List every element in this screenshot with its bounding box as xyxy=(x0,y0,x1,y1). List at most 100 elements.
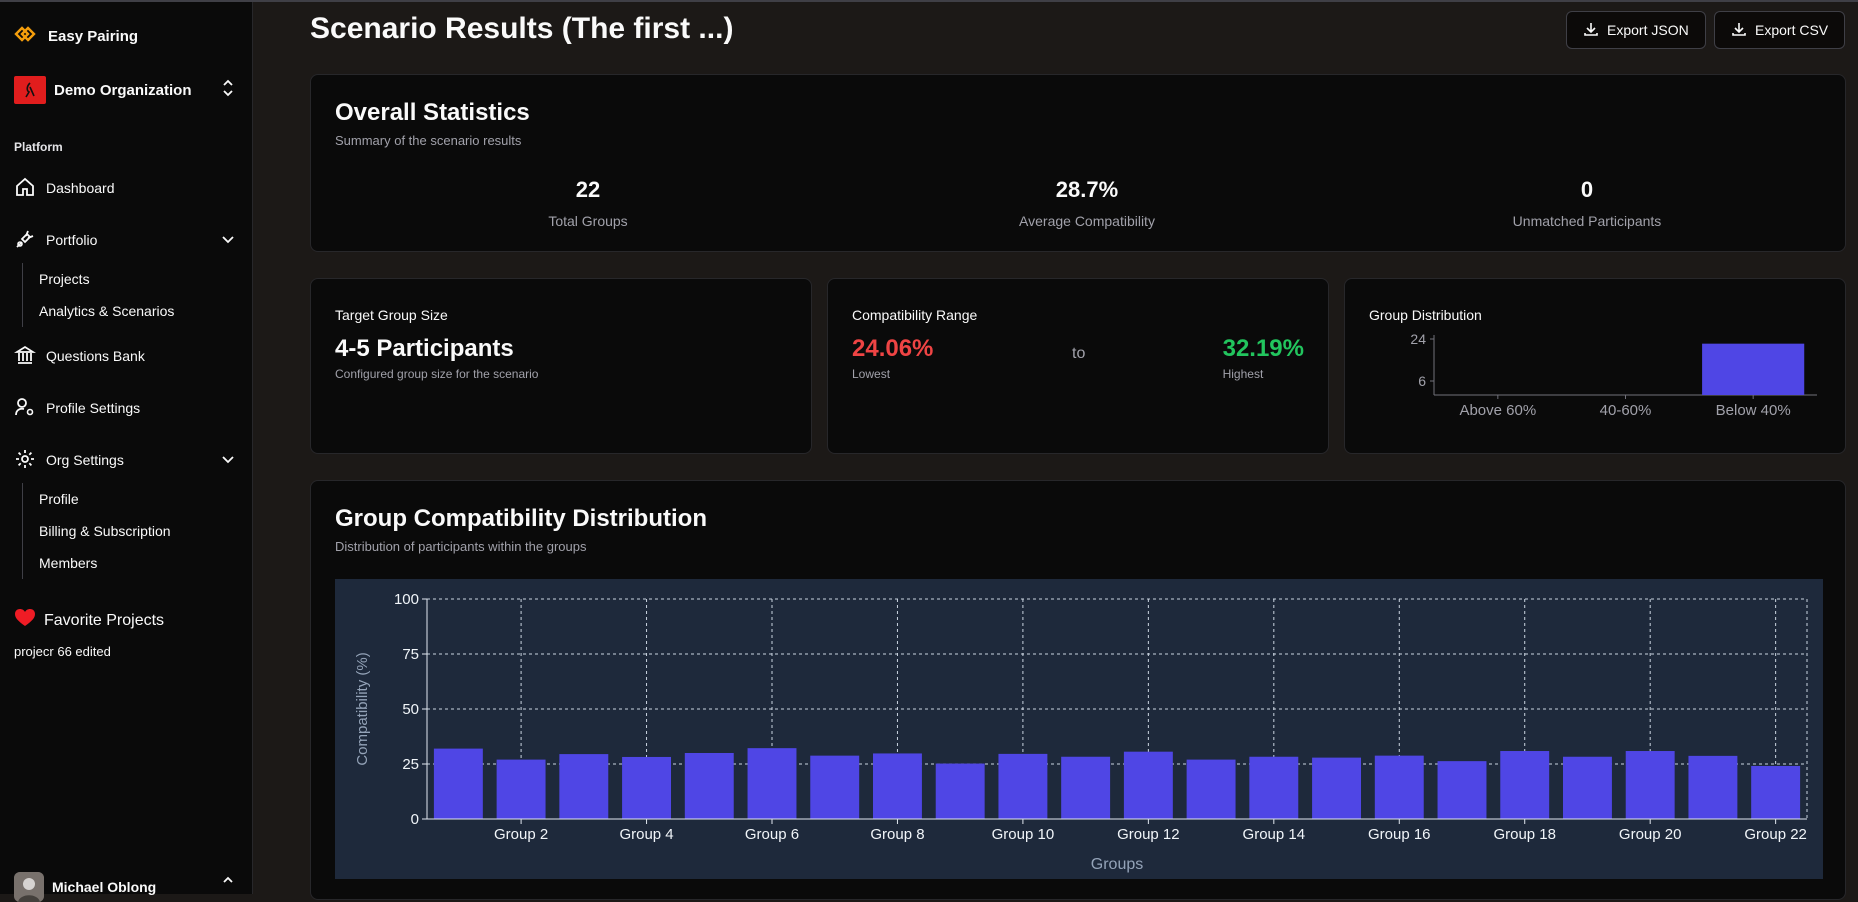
group-bar[interactable] xyxy=(622,756,672,819)
compatibility-range-card: Compatibility Range 24.06% Lowest to 32.… xyxy=(827,278,1329,454)
group-bar[interactable] xyxy=(559,754,609,819)
export-csv-label: Export CSV xyxy=(1755,22,1829,38)
org-logo xyxy=(14,76,46,104)
x-tick-label: Group 10 xyxy=(992,826,1055,843)
group-bar[interactable] xyxy=(935,763,985,819)
org-switcher[interactable]: Demo Organization xyxy=(14,76,236,104)
favorite-projects-header: Favorite Projects xyxy=(14,608,164,633)
x-axis-label: Groups xyxy=(1091,856,1143,873)
group-distribution-title: Group Distribution xyxy=(1369,307,1482,323)
lowest-value: 24.06% xyxy=(852,335,934,362)
sidebar-item-label: Dashboard xyxy=(46,180,115,196)
target-group-size-title: Target Group Size xyxy=(335,307,448,323)
distribution-bar xyxy=(1702,343,1805,395)
y-tick-label: 75 xyxy=(402,646,419,663)
stat-total-groups: 22 Total Groups xyxy=(438,177,738,229)
org-settings-submenu: Profile Billing & Subscription Members xyxy=(22,483,171,579)
stat-label: Total Groups xyxy=(548,213,628,229)
y-tick-label: 50 xyxy=(402,701,419,718)
favorite-project-item[interactable]: projecr 66 edited xyxy=(14,644,111,659)
group-bar[interactable] xyxy=(1751,765,1801,819)
stat-average-compatibility: 28.7% Average Compatibility xyxy=(937,177,1237,229)
highest-value: 32.19% xyxy=(1222,335,1304,362)
x-tick-label: Group 18 xyxy=(1493,826,1556,843)
y-tick-label: 25 xyxy=(402,756,419,773)
group-bar[interactable] xyxy=(810,755,860,819)
group-distribution-card: Group Distribution 24 6 Above 60% 40-60% Bel… xyxy=(1344,278,1846,454)
stat-value: 0 xyxy=(1580,177,1594,202)
range-highest: 32.19% Highest xyxy=(1223,335,1304,381)
sidebar-item-members[interactable]: Members xyxy=(39,555,98,571)
group-bar[interactable] xyxy=(1249,756,1299,819)
group-bar[interactable] xyxy=(1562,756,1612,819)
x-tick-label: Group 20 xyxy=(1619,826,1682,843)
target-group-size-card: Target Group Size 4-5 Participants Confi… xyxy=(310,278,812,454)
download-icon xyxy=(1583,21,1599,40)
sidebar-item-questions-bank[interactable]: Questions Bank xyxy=(13,342,236,370)
chevrons-up-down-icon xyxy=(220,78,236,103)
user-menu[interactable]: Michael Oblong xyxy=(14,872,236,902)
x-tick-label: Group 6 xyxy=(745,826,799,843)
stat-label: Unmatched Participants xyxy=(1512,213,1662,229)
group-bar[interactable] xyxy=(684,753,734,819)
x-tick-label: Group 14 xyxy=(1243,826,1306,843)
group-bar[interactable] xyxy=(433,748,483,819)
section-label-platform: Platform xyxy=(14,140,63,154)
x-tick-label: Group 16 xyxy=(1368,826,1431,843)
sidebar-item-billing[interactable]: Billing & Subscription xyxy=(39,523,171,539)
gear-icon xyxy=(14,448,36,473)
range-to-label: to xyxy=(1072,345,1086,362)
highest-label: Highest xyxy=(1222,367,1264,381)
chevron-down-icon xyxy=(220,231,236,250)
export-csv-button[interactable]: Export CSV xyxy=(1714,11,1846,49)
group-bar[interactable] xyxy=(496,759,546,819)
compatibility-range-title: Compatibility Range xyxy=(852,307,978,323)
target-group-size-note: Configured group size for the scenario xyxy=(335,367,539,381)
group-bar[interactable] xyxy=(1688,755,1738,819)
top-border xyxy=(0,0,1858,2)
stat-value: 22 xyxy=(575,177,601,202)
stat-label: Average Compatibility xyxy=(1019,213,1155,229)
chart-background xyxy=(335,579,1823,879)
group-bar[interactable] xyxy=(747,748,797,819)
group-bar[interactable] xyxy=(1312,757,1362,819)
overall-statistics-card: Overall Statistics Summary of the scenar… xyxy=(310,74,1846,252)
x-tick-label: 40-60% xyxy=(1600,402,1652,419)
sidebar-item-dashboard[interactable]: Dashboard xyxy=(14,174,236,202)
sidebar-item-label: Portfolio xyxy=(46,232,98,248)
sidebar-item-profile-settings[interactable]: Profile Settings xyxy=(14,394,236,422)
group-bar[interactable] xyxy=(1500,751,1550,819)
x-tick-label: Below 40% xyxy=(1716,402,1791,419)
target-group-size-value: 4-5 Participants xyxy=(335,335,514,362)
sidebar-item-projects[interactable]: Projects xyxy=(39,271,90,287)
group-bar[interactable] xyxy=(872,753,922,819)
range-lowest: 24.06% Lowest xyxy=(852,335,933,381)
stat-value: 28.7% xyxy=(1055,177,1119,202)
export-json-button[interactable]: Export JSON xyxy=(1566,11,1706,49)
y-axis-label: Compatibility (%) xyxy=(354,652,371,765)
group-bar[interactable] xyxy=(1625,751,1675,819)
group-bar[interactable] xyxy=(1123,751,1173,819)
x-tick-label: Above 60% xyxy=(1459,402,1536,419)
download-icon xyxy=(1731,21,1747,40)
sidebar-item-portfolio[interactable]: Portfolio xyxy=(14,226,236,254)
group-bar[interactable] xyxy=(1186,759,1236,819)
group-bar[interactable] xyxy=(998,753,1048,819)
brand-name: Easy Pairing xyxy=(48,28,139,45)
group-bar[interactable] xyxy=(1374,755,1424,819)
group-compatibility-chart: 0 25 50 75 100 Group 2 Group 4 Group 6 Group 8 Gr… xyxy=(335,579,1823,879)
y-tick-label: 24 xyxy=(1410,331,1426,347)
group-bar[interactable] xyxy=(1061,756,1111,819)
sidebar-item-analytics[interactable]: Analytics & Scenarios xyxy=(39,303,175,319)
y-tick-label: 100 xyxy=(394,591,419,608)
x-tick-label: Group 12 xyxy=(1117,826,1180,843)
sidebar-item-profile[interactable]: Profile xyxy=(39,491,79,507)
group-bar[interactable] xyxy=(1437,761,1487,819)
sidebar-item-label: Org Settings xyxy=(46,452,124,468)
sidebar-item-org-settings[interactable]: Org Settings xyxy=(14,446,236,474)
sidebar: Easy Pairing Demo Organization Platform … xyxy=(0,2,253,902)
brand[interactable]: Easy Pairing xyxy=(14,24,138,49)
x-tick-label: Group 2 xyxy=(494,826,548,843)
plug-icon xyxy=(14,228,36,253)
chevrons-up-down-icon xyxy=(220,875,236,900)
